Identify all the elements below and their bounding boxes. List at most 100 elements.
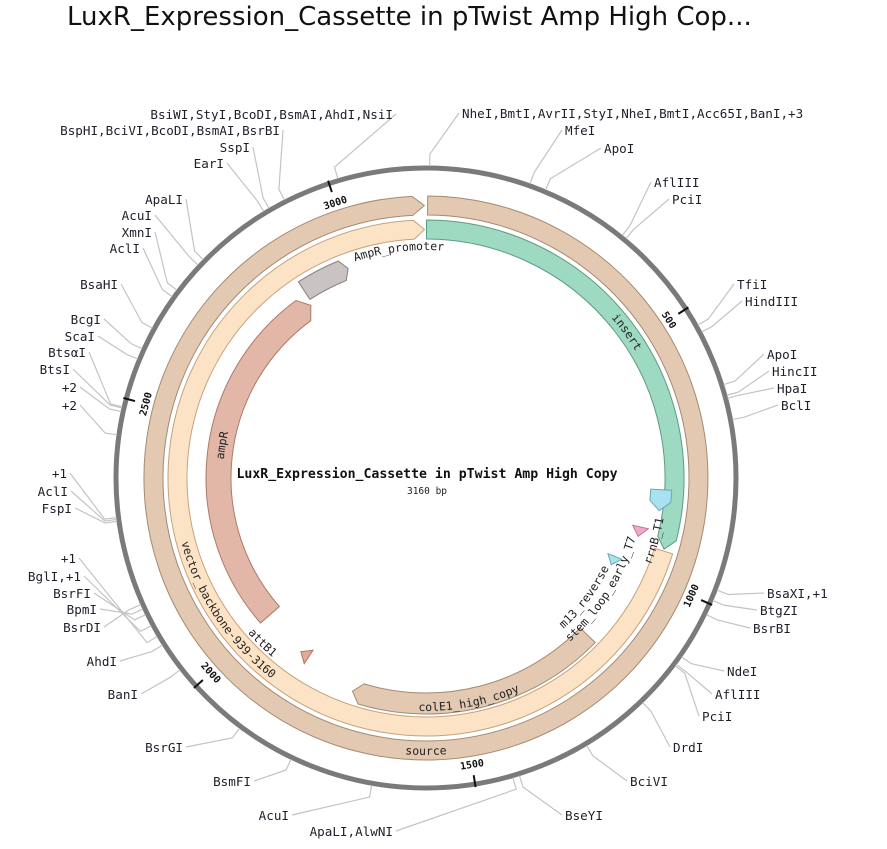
site-leader-line [252, 146, 270, 209]
feature-insert[interactable] [425, 219, 685, 550]
restriction-site-label[interactable]: BsaXI,+1 [767, 586, 828, 601]
site-leader-line [119, 644, 163, 662]
feature-attb1[interactable] [300, 649, 315, 665]
restriction-site-label[interactable]: XmnI [122, 225, 152, 240]
restriction-site-label[interactable]: MfeI [565, 123, 595, 138]
tick-mark [677, 306, 689, 315]
restriction-site-label[interactable]: DrdI [673, 740, 703, 755]
site-leader-line [185, 198, 204, 261]
tick-mark [327, 180, 333, 193]
site-leader-line [586, 745, 628, 782]
feature-cole1-high-copy[interactable] [351, 627, 596, 715]
site-leader-line [675, 663, 713, 695]
restriction-site-label[interactable]: PciI [702, 709, 732, 724]
restriction-site-label[interactable]: +1 [52, 466, 67, 481]
restriction-site-label[interactable]: AcuI [259, 808, 289, 823]
restriction-site-label[interactable]: AflIII [654, 175, 700, 190]
restriction-site-label[interactable]: ScaI [65, 329, 95, 344]
site-leader-line [120, 283, 153, 329]
feature-ampr[interactable] [205, 299, 312, 624]
restriction-site-label[interactable]: BsmFI [213, 774, 251, 789]
restriction-site-labels: NheI,BmtI,AvrII,StyI,NheI,BmtI,Acc65I,Ba… [28, 106, 828, 839]
restriction-site-label[interactable]: BtgZI [760, 603, 798, 618]
restriction-site-label[interactable]: NheI,BmtI,AvrII,StyI,NheI,BmtI,Acc65I,Ba… [462, 106, 803, 121]
center-plasmid-name: LuxR_Expression_Cassette in pTwist Amp H… [236, 466, 617, 482]
restriction-site-label[interactable]: +1 [61, 551, 76, 566]
feature-ampr-promoter[interactable] [297, 260, 349, 301]
restriction-site-label[interactable]: ApaLI,AlwNI [310, 824, 393, 839]
site-leader-line [674, 665, 700, 717]
center-plasmid-length: 3160 bp [407, 486, 447, 497]
feature-m13-reverse[interactable] [607, 552, 623, 566]
feature-label: ampR [213, 430, 231, 460]
feature-source[interactable] [143, 195, 709, 761]
restriction-site-label[interactable]: BsrDI [63, 620, 101, 635]
restriction-site-label[interactable]: BsaHI [80, 277, 118, 292]
restriction-site-label[interactable]: +2 [62, 380, 77, 395]
restriction-site-label[interactable]: ApaLI [145, 192, 183, 207]
restriction-site-label[interactable]: BcgI [71, 312, 101, 327]
site-leader-line [78, 557, 158, 644]
restriction-site-label[interactable]: TfiI [737, 277, 767, 292]
restriction-site-label[interactable]: BclI [781, 398, 811, 413]
restriction-site-label[interactable]: BtsI [40, 362, 70, 377]
site-leader-line [142, 247, 173, 298]
site-leader-line [226, 162, 265, 212]
restriction-site-label[interactable]: BciVI [630, 774, 668, 789]
site-leader-line [140, 669, 181, 695]
site-leader-line [697, 283, 735, 326]
restriction-site-label[interactable]: AclI [38, 484, 68, 499]
restriction-site-label[interactable]: AcuI [122, 208, 152, 223]
site-leader-line [642, 702, 671, 748]
restriction-site-label[interactable]: HindIII [745, 294, 798, 309]
restriction-site-label[interactable]: AhdI [87, 654, 117, 669]
site-leader-line [291, 785, 373, 816]
restriction-site-label[interactable]: AflIII [715, 687, 761, 702]
backbone-circle [113, 165, 739, 791]
restriction-site-label[interactable]: BanI [108, 687, 138, 702]
site-leader-line [429, 112, 460, 167]
restriction-site-label[interactable]: BsiWI,StyI,BcoDI,BsmAI,AhdI,NsiI [150, 107, 393, 122]
restriction-site-label[interactable]: ApoI [767, 347, 797, 362]
restriction-site-label[interactable]: BsrFI [53, 586, 91, 601]
site-leader-line [79, 404, 118, 436]
site-leader-line [701, 300, 743, 333]
feature-stem-loop-early-t7[interactable] [631, 524, 650, 538]
restriction-site-label[interactable]: ApoI [604, 141, 634, 156]
restriction-site-label[interactable]: HpaI [777, 381, 807, 396]
feature-vector-backbone-939-3160[interactable] [167, 219, 674, 737]
feature-label-text: ampR [213, 430, 231, 460]
tick-mark [472, 775, 477, 788]
restriction-site-label[interactable]: AclI [110, 241, 140, 256]
restriction-site-label[interactable]: FspI [42, 501, 72, 516]
site-leader-line [716, 589, 765, 596]
restriction-site-label[interactable]: SspI [220, 140, 250, 155]
restriction-site-label[interactable]: +2 [62, 398, 77, 413]
restriction-site-label[interactable]: PciI [672, 192, 702, 207]
restriction-site-label[interactable]: EarI [194, 156, 224, 171]
feature-label-text: source [405, 743, 447, 758]
site-leader-line [74, 507, 118, 524]
site-leader-line [72, 368, 123, 409]
tick-label: 1500 [459, 758, 485, 773]
site-leader-line [732, 404, 779, 421]
map-title: LuxR_Expression_Cassette in pTwist Amp H… [67, 2, 752, 32]
restriction-site-label[interactable]: NdeI [727, 664, 757, 679]
site-leader-line [70, 490, 117, 522]
restriction-site-label[interactable]: BtsαI [48, 345, 86, 360]
site-leader-line [681, 656, 725, 672]
restriction-site-label[interactable]: BpmI [67, 602, 97, 617]
site-leader-line [79, 386, 122, 413]
restriction-site-label[interactable]: BsrBI [753, 621, 791, 636]
site-leader-line [253, 759, 292, 782]
restriction-site-label[interactable]: BglI,+1 [28, 569, 81, 584]
restriction-site-label[interactable]: HincII [772, 364, 818, 379]
restriction-site-label[interactable]: BsrGI [145, 740, 183, 755]
site-leader-line [97, 335, 138, 360]
restriction-site-label[interactable]: BspHI,BciVI,BcoDI,BsmAI,BsrBI [60, 123, 280, 138]
site-leader-line [154, 214, 199, 266]
site-leader-line [518, 775, 563, 816]
feature-rrnb-t1[interactable] [649, 488, 673, 512]
restriction-site-label[interactable]: BseYI [565, 808, 603, 823]
